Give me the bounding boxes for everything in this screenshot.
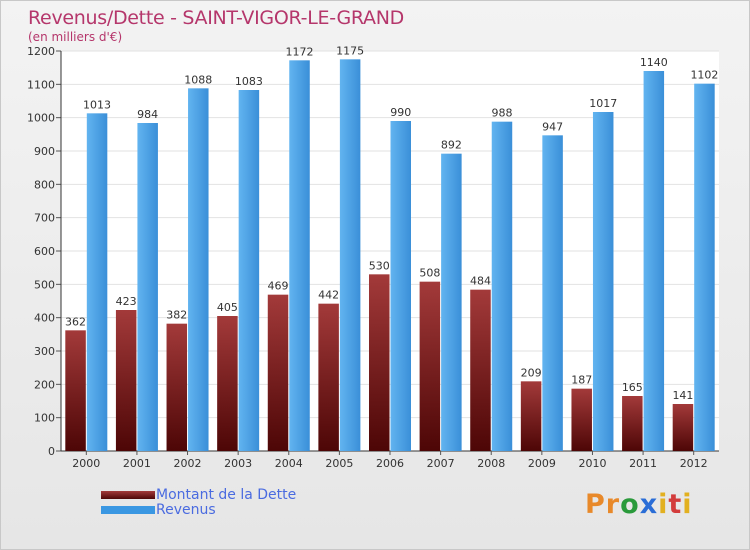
- legend-label-dette: Montant de la Dette: [156, 487, 297, 503]
- legend-swatch-dette: [101, 491, 155, 499]
- x-tick-label: 2001: [123, 457, 151, 470]
- data-label-dette: 530: [369, 259, 390, 272]
- data-label-revenus: 1102: [690, 69, 718, 82]
- logo-letter: i: [682, 489, 693, 520]
- bar-revenus: [137, 123, 158, 451]
- y-tick-label: 0: [48, 445, 55, 458]
- x-tick-label: 2003: [224, 457, 252, 470]
- chart-subtitle: (en milliers d'€): [28, 30, 123, 44]
- data-label-revenus: 947: [542, 120, 563, 133]
- data-label-revenus: 1013: [83, 98, 111, 111]
- y-tick-label: 1000: [27, 112, 55, 125]
- y-tick-label: 600: [34, 245, 55, 258]
- bar-dette: [419, 281, 441, 451]
- bar-dette: [672, 404, 694, 451]
- bar-dette: [65, 330, 86, 451]
- data-label-revenus: 1172: [286, 45, 314, 58]
- data-label-revenus: 1140: [640, 56, 668, 69]
- data-label-revenus: 1017: [589, 97, 617, 110]
- bar-dette: [217, 316, 238, 451]
- bar-dette: [267, 294, 289, 451]
- bar-revenus: [390, 121, 411, 451]
- data-label-revenus: 988: [491, 107, 512, 120]
- bar-revenus: [643, 71, 665, 451]
- bar-dette: [166, 323, 188, 451]
- data-label-revenus: 1088: [184, 73, 212, 86]
- proxiti-logo: Proxiti: [585, 489, 693, 520]
- y-tick-label: 800: [34, 178, 55, 191]
- x-tick-label: 2007: [427, 457, 455, 470]
- data-label-dette: 423: [116, 295, 137, 308]
- data-label-revenus: 984: [137, 108, 158, 121]
- logo-letter: x: [639, 489, 659, 520]
- data-label-revenus: 1083: [235, 75, 263, 88]
- x-tick-label: 2002: [174, 457, 202, 470]
- x-tick-label: 2004: [275, 457, 303, 470]
- x-tick-label: 2006: [376, 457, 404, 470]
- x-tick-label: 2009: [528, 457, 556, 470]
- y-tick-label: 900: [34, 145, 55, 158]
- logo-letter: P: [585, 489, 606, 520]
- bar-revenus: [491, 121, 513, 452]
- y-tick-label: 700: [34, 212, 55, 225]
- logo-letter: r: [605, 489, 621, 520]
- x-tick-label: 2012: [680, 457, 708, 470]
- data-label-dette: 141: [672, 389, 693, 402]
- data-label-dette: 405: [217, 301, 238, 314]
- y-tick-label: 1200: [27, 45, 55, 58]
- data-label-revenus: 1175: [336, 44, 364, 57]
- data-label-revenus: 990: [390, 106, 411, 119]
- y-tick-label: 500: [34, 278, 55, 291]
- x-tick-label: 2000: [72, 457, 100, 470]
- data-label-dette: 508: [419, 267, 440, 280]
- bar-revenus: [238, 90, 260, 451]
- legend-label-revenus: Revenus: [156, 502, 216, 518]
- data-label-dette: 442: [318, 289, 339, 302]
- y-tick-label: 200: [34, 378, 55, 391]
- bar-dette: [115, 310, 137, 451]
- bar-revenus: [188, 88, 209, 451]
- data-label-revenus: 892: [441, 139, 462, 152]
- bar-revenus: [289, 60, 310, 451]
- chart-title: Revenus/Dette - SAINT-VIGOR-LE-GRAND: [28, 7, 404, 29]
- data-label-dette: 362: [65, 315, 86, 328]
- bar-revenus: [441, 153, 462, 451]
- y-tick-label: 1100: [27, 78, 55, 91]
- x-tick-label: 2008: [477, 457, 505, 470]
- y-tick-label: 300: [34, 345, 55, 358]
- bar-revenus: [339, 59, 361, 451]
- bar-dette: [520, 381, 542, 451]
- data-label-dette: 187: [571, 374, 592, 387]
- data-label-dette: 209: [521, 366, 542, 379]
- logo-letter: i: [658, 489, 669, 520]
- data-label-dette: 469: [268, 280, 289, 293]
- bar-revenus: [694, 83, 715, 452]
- bar-revenus: [542, 135, 563, 452]
- data-label-dette: 165: [622, 381, 643, 394]
- bar-dette: [470, 289, 491, 451]
- bar-revenus: [86, 113, 108, 451]
- data-label-dette: 484: [470, 275, 491, 288]
- bar-revenus: [592, 112, 614, 451]
- bar-dette: [369, 274, 390, 451]
- logo-letter: t: [668, 489, 683, 520]
- legend-swatch-revenus: [101, 506, 155, 514]
- bar-dette: [318, 303, 339, 451]
- logo-letter: o: [620, 489, 640, 520]
- y-tick-label: 100: [34, 412, 55, 425]
- y-tick-label: 400: [34, 312, 55, 325]
- x-tick-label: 2005: [325, 457, 353, 470]
- bar-dette: [622, 396, 643, 451]
- x-tick-label: 2010: [578, 457, 606, 470]
- bar-dette: [571, 388, 592, 451]
- x-tick-label: 2011: [629, 457, 657, 470]
- data-label-dette: 382: [166, 309, 187, 322]
